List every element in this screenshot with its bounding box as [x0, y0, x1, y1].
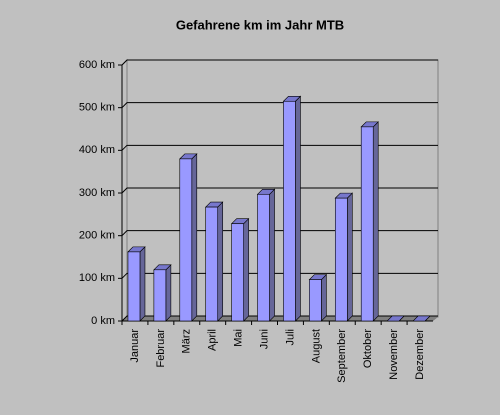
x-tick-label: Juni	[258, 329, 270, 349]
bar-side	[321, 273, 327, 322]
x-tick-label: Oktober	[362, 329, 374, 368]
bar-side	[346, 192, 353, 322]
bar	[179, 158, 193, 322]
bar-side	[191, 153, 198, 322]
grid-line	[121, 144, 438, 151]
x-tick-label: Februar	[155, 329, 167, 368]
x-tick-label: Januar	[129, 329, 141, 363]
y-tick-label: 100 km	[79, 272, 115, 284]
y-tick-label: 200 km	[79, 230, 115, 242]
grid-line	[121, 230, 438, 237]
bar-top	[412, 315, 431, 322]
bar-side	[165, 264, 172, 322]
grid-line	[121, 187, 438, 194]
y-tick-label: 500 km	[79, 102, 115, 114]
bar-side	[372, 121, 379, 322]
bar	[360, 126, 374, 322]
x-tick-label: Mai	[233, 329, 245, 347]
x-tick-label: Dezember	[414, 329, 426, 380]
bar	[334, 197, 348, 322]
bar-side	[217, 201, 224, 322]
grid-line	[121, 272, 438, 279]
bar-side	[139, 246, 146, 322]
bar	[205, 206, 219, 322]
bar	[309, 279, 322, 322]
y-tick-label: 600 km	[79, 59, 115, 71]
bar	[283, 100, 296, 322]
floor	[122, 317, 438, 321]
x-tick-label: November	[388, 329, 400, 380]
chart-title: Gefahrene km im Jahr MTB	[176, 17, 344, 32]
x-tick-label: August	[310, 329, 322, 363]
bar-side	[243, 217, 249, 322]
bar-side	[269, 188, 275, 322]
x-tick-label: März	[181, 329, 193, 353]
grid-line	[121, 59, 438, 66]
y-tick-label: 400 km	[79, 144, 115, 156]
bar	[153, 269, 167, 322]
grid-line	[121, 102, 438, 109]
x-tick-label: September	[336, 329, 348, 383]
y-tick-label: 0 km	[91, 315, 115, 327]
bar	[231, 223, 244, 322]
grid-line	[121, 315, 438, 322]
y-tick-label: 300 km	[79, 187, 115, 199]
bar	[127, 251, 141, 322]
x-tick-label: April	[207, 329, 219, 351]
bar-side	[295, 95, 301, 322]
bar	[257, 193, 270, 322]
bar-top	[386, 315, 405, 322]
x-tick-label: Juli	[284, 329, 296, 346]
